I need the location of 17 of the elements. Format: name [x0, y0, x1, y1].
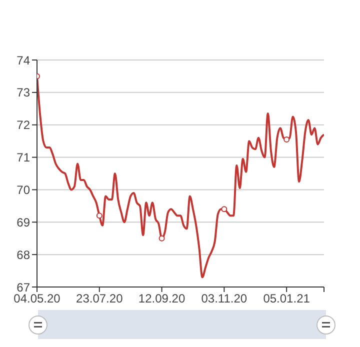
y-tick-label: 71 [16, 150, 30, 165]
y-tick-label: 74 [16, 53, 30, 68]
x-tick-label: 04.05.20 [14, 292, 61, 306]
y-tick-label: 70 [16, 182, 30, 197]
y-tick-label: 72 [16, 118, 30, 132]
point [221, 206, 228, 212]
y-tick-label: 73 [16, 86, 30, 100]
y-tick-label: 68 [16, 248, 30, 262]
point [284, 136, 290, 142]
point [96, 212, 102, 219]
x-tick-label: 05.01.21 [263, 292, 310, 306]
x-tick-label: 03.11.20 [201, 292, 248, 306]
point [158, 235, 165, 242]
y-tick-label: 69 [16, 215, 30, 230]
x-tick-label: 12.09.20 [138, 292, 186, 306]
x-tick-label: 23.07.20 [76, 292, 124, 306]
y-tick-label: 67 [16, 280, 30, 294]
